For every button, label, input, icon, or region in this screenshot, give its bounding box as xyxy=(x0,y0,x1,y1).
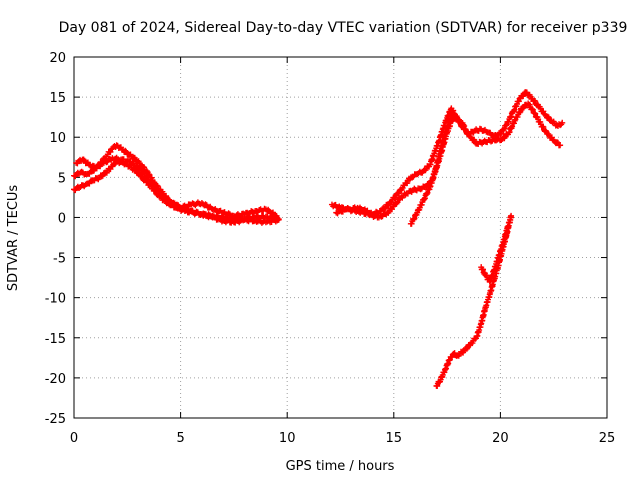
x-tick-label: 0 xyxy=(70,431,78,446)
y-tick-label: 20 xyxy=(49,51,66,66)
x-tick-label: 20 xyxy=(492,431,509,446)
series-trace xyxy=(408,113,467,227)
y-axis-label: SDTVAR / TECUs xyxy=(6,185,21,292)
y-tick-label: -10 xyxy=(45,292,66,307)
y-tick-label: -25 xyxy=(45,412,66,427)
y-tick-label: 5 xyxy=(58,171,66,186)
x-tick-label: 5 xyxy=(176,431,184,446)
x-axis-label: GPS time / hours xyxy=(286,459,395,474)
x-ticks: 0 5 10 15 20 25 xyxy=(70,57,615,446)
x-tick-label: 10 xyxy=(279,431,296,446)
series-trace xyxy=(478,214,514,284)
y-tick-label: -20 xyxy=(45,372,66,387)
grid xyxy=(74,57,607,418)
y-tick-label: -5 xyxy=(53,252,66,267)
series-trace xyxy=(74,154,279,220)
chart-title: Day 081 of 2024, Sidereal Day-to-day VTE… xyxy=(59,20,628,36)
y-tick-label: 15 xyxy=(49,91,66,106)
plot-frame xyxy=(73,56,608,419)
series-track-f xyxy=(407,113,468,227)
series-trace xyxy=(434,214,514,389)
y-tick-label: -15 xyxy=(45,332,66,347)
series-track-h xyxy=(478,214,515,285)
series-trace xyxy=(334,101,562,221)
y-tick-label: 0 xyxy=(58,211,66,226)
series-track-c xyxy=(73,154,280,220)
x-tick-label: 15 xyxy=(386,431,403,446)
y-tick-label: 10 xyxy=(49,131,66,146)
y-ticks: 20 15 10 5 0 -5 -10 -15 -20 -25 xyxy=(45,51,607,427)
x-tick-label: 25 xyxy=(599,431,616,446)
series-track-g xyxy=(433,212,515,389)
data-points xyxy=(71,89,566,389)
